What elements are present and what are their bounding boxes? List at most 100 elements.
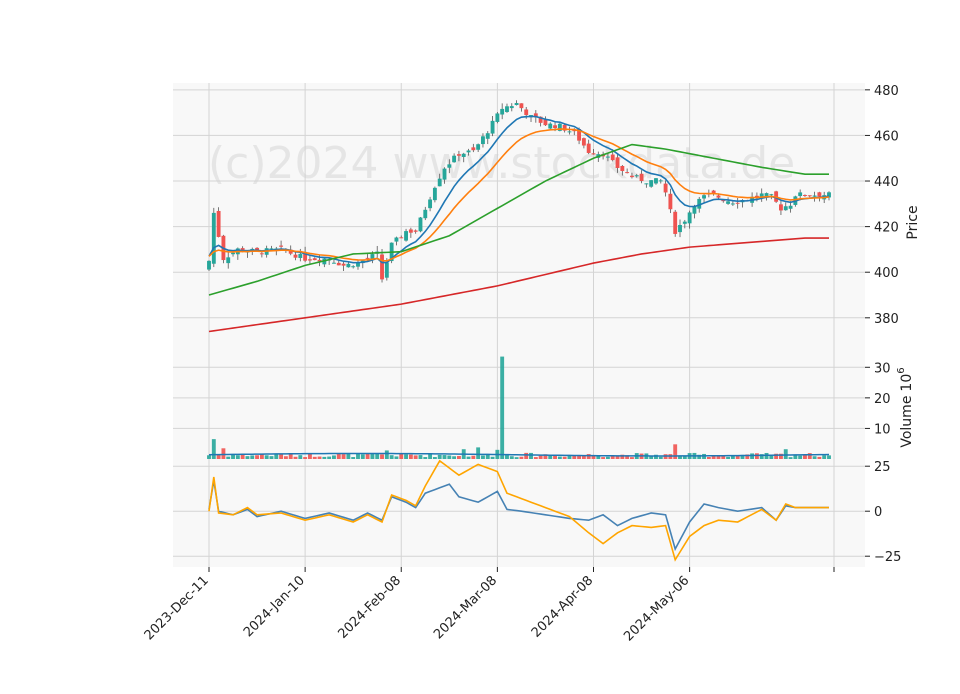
volume-bar	[231, 454, 235, 459]
candle-body	[754, 195, 759, 198]
volume-bar	[452, 456, 457, 459]
volume-bar	[456, 455, 461, 459]
candle-body	[663, 183, 668, 193]
candle-body	[466, 150, 471, 153]
candle	[807, 195, 812, 198]
volume-bar	[490, 456, 495, 459]
candle	[471, 143, 476, 153]
candle	[658, 178, 663, 184]
candle-body	[514, 103, 519, 106]
volume-bar	[269, 456, 274, 459]
volume-bar	[682, 455, 687, 459]
volume-bar	[788, 457, 793, 459]
candle-body	[293, 254, 298, 258]
candle-body	[346, 263, 351, 268]
volume-bar	[658, 456, 663, 459]
candle-body	[303, 251, 308, 261]
candle	[226, 251, 231, 269]
volume-bar	[346, 453, 351, 459]
candle	[509, 103, 514, 112]
candle	[207, 260, 211, 271]
volume-bar	[432, 457, 437, 459]
candle-body	[726, 201, 731, 204]
volume-bar	[577, 455, 582, 459]
candle-body	[543, 119, 548, 126]
price-tick-label: 380	[874, 312, 899, 327]
candle-body	[759, 193, 764, 198]
candle	[548, 122, 553, 130]
candle	[759, 188, 764, 202]
osc-tick-label: −25	[874, 550, 901, 565]
candle	[591, 148, 596, 155]
volume-bar	[803, 455, 807, 459]
candle-body	[442, 168, 447, 180]
x-tick-label: 2024-May-06	[621, 573, 692, 644]
candle-body	[476, 144, 481, 150]
candle	[394, 236, 399, 246]
volume-bar	[572, 455, 577, 459]
volume-bar	[697, 454, 702, 459]
volume-bar	[509, 456, 514, 459]
candle	[418, 217, 423, 233]
x-tick-label: 2023-Dec-11	[142, 573, 212, 643]
candle-body	[562, 124, 567, 131]
volume-bar	[553, 454, 557, 459]
candle	[341, 261, 346, 271]
volume-bar	[288, 453, 293, 459]
candle-body	[687, 212, 692, 224]
candle-body	[721, 200, 726, 202]
candle	[678, 219, 682, 238]
volume-bar	[750, 453, 755, 459]
volume-bar	[591, 455, 596, 459]
volume-axis-exponent: 6	[896, 367, 907, 373]
candle	[726, 197, 731, 205]
x-tick-label: 2024-Mar-08	[431, 573, 500, 642]
candle	[654, 178, 658, 185]
volume-bar	[303, 457, 308, 459]
candle-body	[481, 136, 485, 145]
candle	[779, 199, 783, 216]
volume-bar	[649, 455, 654, 459]
panel-bg-1	[173, 352, 865, 459]
volume-bar	[827, 455, 831, 459]
volume-bar	[779, 453, 783, 459]
candle	[442, 167, 447, 184]
volume-bar	[620, 454, 625, 459]
volume-bar	[500, 356, 505, 459]
volume-bar	[365, 453, 370, 459]
candle-body	[630, 175, 634, 178]
volume-bar	[793, 455, 798, 459]
volume-bar	[250, 455, 255, 459]
candle	[437, 173, 442, 187]
volume-bar	[745, 454, 750, 459]
candle-body	[505, 106, 509, 112]
candle-body	[678, 225, 682, 233]
volume-bar	[312, 456, 317, 459]
volume-bar	[807, 453, 812, 459]
volume-bar	[240, 453, 245, 459]
osc-tick-label: 0	[874, 505, 882, 520]
volume-bar	[221, 448, 226, 459]
candle	[351, 265, 356, 269]
volume-bar	[279, 454, 284, 459]
candle-body	[673, 211, 678, 234]
volume-bars	[207, 356, 831, 459]
candle-body	[418, 217, 423, 232]
candle	[293, 251, 298, 261]
panel-backgrounds	[173, 83, 865, 567]
candle-body	[437, 178, 442, 187]
volume-bar	[774, 453, 779, 459]
price-tick-label: 480	[874, 84, 899, 99]
candle	[735, 197, 740, 209]
candle-body	[226, 257, 231, 264]
candle-body	[298, 253, 303, 258]
volume-bar	[283, 456, 288, 459]
volume-bar	[327, 456, 332, 459]
volume-bar	[322, 456, 327, 459]
candle-body	[317, 259, 322, 262]
price-tick-label: 440	[874, 175, 899, 190]
volume-bar	[466, 456, 471, 459]
candle	[404, 228, 408, 242]
